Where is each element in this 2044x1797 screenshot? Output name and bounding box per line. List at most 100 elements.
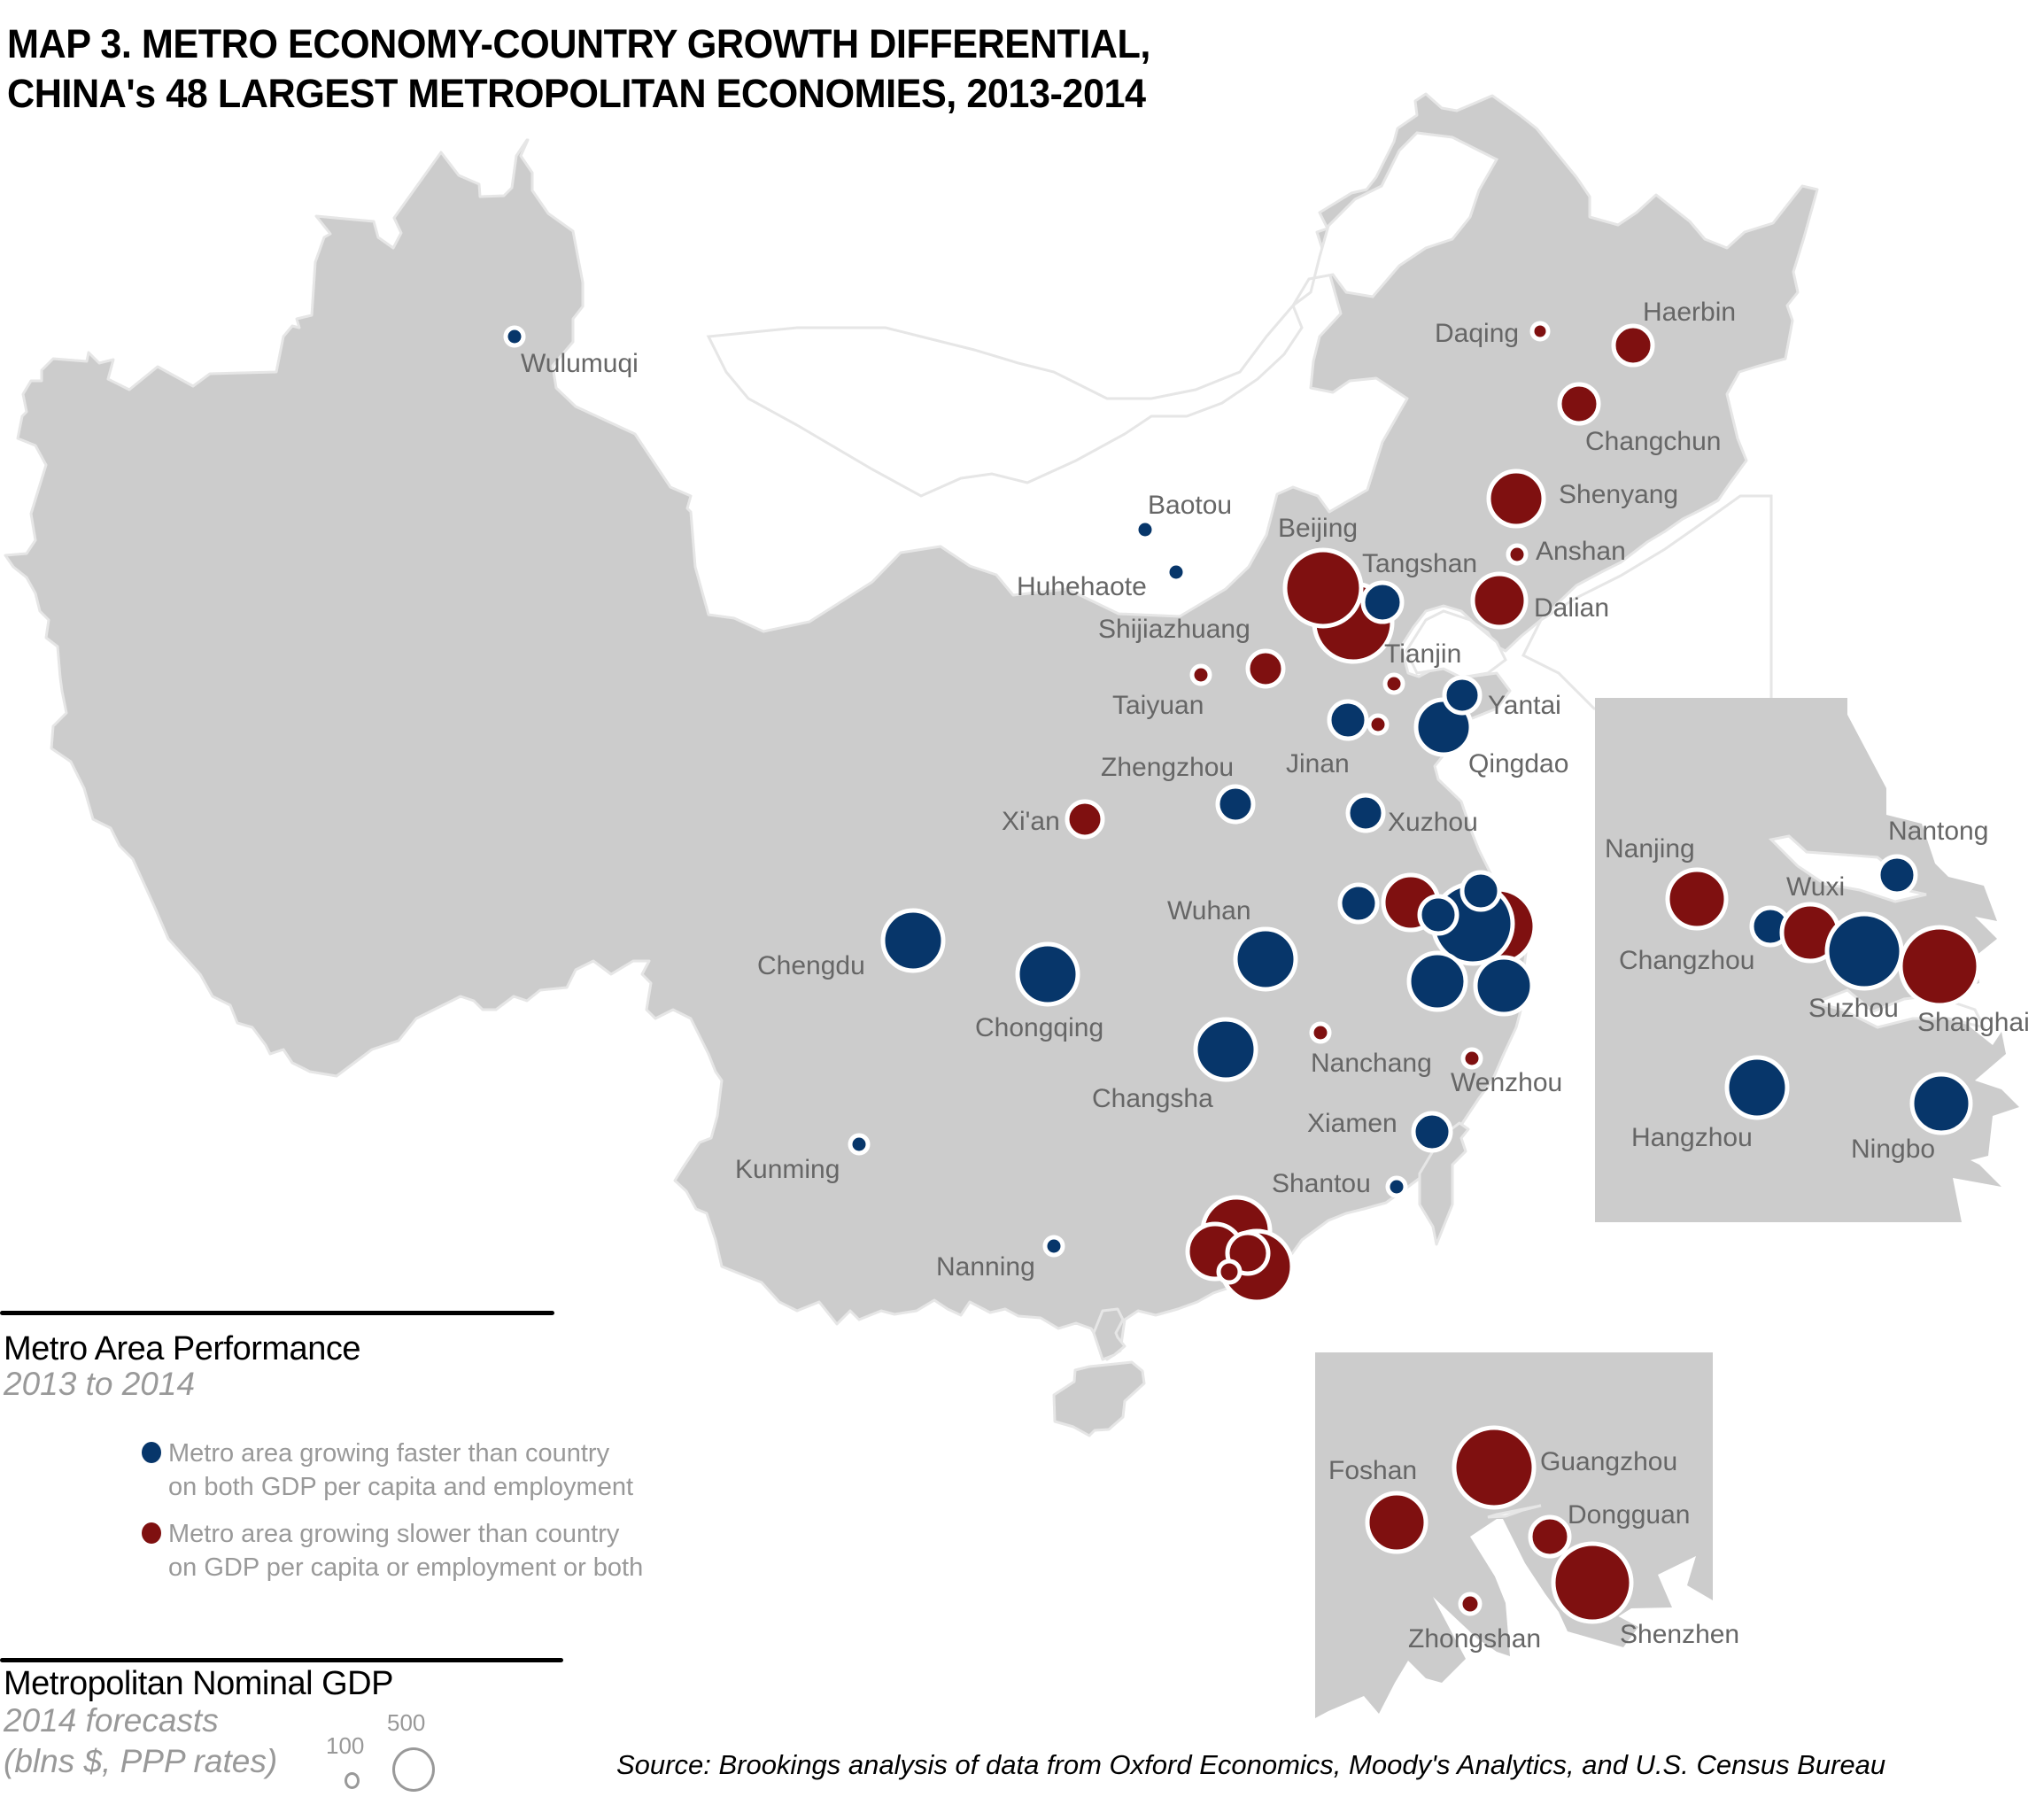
city-marker-daqing	[1529, 321, 1551, 342]
leizhou-peninsula	[1092, 1307, 1127, 1361]
inset-prd-city-marker-dongguan	[1528, 1514, 1572, 1559]
city-marker-beijing	[1282, 547, 1364, 629]
city-label-beijing: Beijing	[1278, 514, 1358, 543]
city-label-haerbin: Haerbin	[1643, 298, 1736, 327]
city-marker-xiamen	[1411, 1111, 1453, 1153]
size-circle-large-icon	[392, 1747, 435, 1792]
city-label-dalian: Dalian	[1534, 593, 1609, 623]
pearl-river	[1487, 1504, 1542, 1519]
inset-prd-city-label-foshan: Foshan	[1328, 1456, 1417, 1485]
inset-yrd-city-label-shanghai: Shanghai	[1917, 1008, 2030, 1037]
legend-item-faster: Metro area growing faster than country o…	[142, 1437, 633, 1504]
city-marker-anshan	[1506, 543, 1529, 566]
mongolia-cutout	[706, 131, 1499, 498]
city-label-nanning: Nanning	[936, 1252, 1035, 1282]
city-label-wuhan: Wuhan	[1167, 896, 1251, 926]
inset-yrd-city-label-suzhou: Suzhou	[1808, 994, 1899, 1023]
city-marker-nanning	[1042, 1235, 1065, 1258]
city-label-chongqing: Chongqing	[975, 1013, 1103, 1042]
title-line-2: CHINA's 48 LARGEST METROPOLITAN ECONOMIE…	[7, 71, 1146, 116]
city-marker-zhengzhou	[1215, 784, 1256, 825]
city-label-baotou: Baotou	[1148, 491, 1232, 520]
city-label-xiamen: Xiamen	[1307, 1109, 1398, 1138]
title-line-1: MAP 3. METRO ECONOMY-COUNTRY GROWTH DIFF…	[7, 21, 1150, 66]
city-marker-baotou	[1134, 518, 1157, 541]
inset-prd-city-marker-foshan	[1365, 1491, 1428, 1554]
city-marker-chongqing	[1015, 941, 1080, 1007]
legend-faster-line-1: Metro area growing faster than country	[168, 1439, 610, 1468]
city-marker-taiyuan	[1189, 663, 1212, 686]
city-marker-dalian	[1470, 571, 1529, 630]
inset-prd-city-label-zhongshan: Zhongshan	[1408, 1624, 1541, 1654]
city-label-xi-an: Xi'an	[1002, 807, 1060, 836]
blue-dot-icon	[142, 1442, 161, 1463]
inset-yrd-city-marker-nantong	[1876, 854, 1918, 896]
bohai-sea	[1405, 609, 1507, 679]
legend-slower-line-2: on GDP per capita or employment or both	[168, 1553, 644, 1582]
inset-prd-city-label-guangzhou: Guangzhou	[1540, 1447, 1677, 1476]
map-title: MAP 3. METRO ECONOMY-COUNTRY GROWTH DIFF…	[7, 19, 1150, 119]
inset-yrd-city-label-hangzhou: Hangzhou	[1631, 1123, 1753, 1152]
source-caption: Source: Brookings analysis of data from …	[616, 1749, 1886, 1780]
legend-item-slower: Metro area growing slower than country o…	[142, 1517, 643, 1584]
city-marker-wulumuqi	[503, 325, 526, 348]
city-marker-shijiazhuang	[1245, 648, 1286, 689]
city-label-nanchang: Nanchang	[1311, 1049, 1432, 1078]
city-label-qingdao: Qingdao	[1468, 749, 1568, 778]
city-marker-shenyang	[1486, 469, 1546, 529]
city-marker-wenzhou	[1460, 1047, 1483, 1070]
city-label-kunming: Kunming	[735, 1155, 840, 1184]
hainan-island	[1052, 1360, 1146, 1437]
city-label-daqing: Daqing	[1435, 319, 1519, 348]
city-marker-changsha	[1193, 1017, 1258, 1082]
main-yrd-city-marker-changzhou	[1337, 882, 1380, 925]
main-prd-city-marker-zhongshan	[1216, 1259, 1243, 1285]
legend-performance-subtitle: 2013 to 2014	[4, 1366, 196, 1402]
legend-gdp-subtitle-2: (blns $, PPP rates)	[4, 1743, 278, 1779]
legend-divider-top	[0, 1311, 554, 1315]
inset-pearl-river-delta	[1315, 1352, 1713, 1718]
city-marker-tangshan	[1360, 580, 1405, 624]
legend-divider-bottom	[0, 1658, 563, 1662]
city-marker-kunming	[848, 1133, 871, 1156]
inset-prd-city-label-shenzhen: Shenzhen	[1620, 1620, 1739, 1649]
city-label-zhengzhou: Zhengzhou	[1101, 753, 1234, 782]
legend-gdp-title: Metropolitan Nominal GDP	[4, 1665, 393, 1702]
city-label-huhehaote: Huhehaote	[1017, 572, 1147, 601]
inset-yrd-city-label-nanjing: Nanjing	[1605, 834, 1695, 864]
city-label-yantai: Yantai	[1488, 691, 1561, 720]
city-label-changchun: Changchun	[1585, 427, 1721, 456]
inset-yrd-city-marker-ningbo	[1909, 1072, 1973, 1135]
city-label-jinan: Jinan	[1286, 749, 1350, 778]
legend-gdp-subtitle-1: 2014 forecasts	[4, 1702, 219, 1739]
legend-faster-line-2: on both GDP per capita and employment	[168, 1473, 634, 1501]
city-label-tianjin: Tianjin	[1384, 639, 1461, 669]
main-yrd-city-marker-wuxi	[1417, 894, 1459, 936]
inset-yrd-city-marker-nanjing	[1665, 867, 1729, 931]
city-marker-huhehaote	[1165, 561, 1188, 584]
city-marker-shantou	[1385, 1175, 1408, 1198]
legend-performance-title: Metro Area Performance	[4, 1330, 360, 1367]
city-marker-wuhan	[1233, 926, 1298, 992]
city-label-wenzhou: Wenzhou	[1451, 1068, 1562, 1097]
city-marker-yantai	[1442, 675, 1483, 716]
city-marker-chengdu	[880, 908, 946, 973]
city-marker-xuzhou	[1345, 793, 1386, 833]
inset-yrd-city-marker-shanghai	[1898, 925, 1981, 1008]
legend-slower-line-1: Metro area growing slower than country	[168, 1520, 620, 1548]
red-dot-icon	[142, 1522, 161, 1544]
main-yrd-city-marker-nantong	[1459, 870, 1502, 912]
size-circle-small-icon	[345, 1772, 360, 1789]
inset-yrd-city-marker-hangzhou	[1724, 1055, 1790, 1120]
korea-area	[1521, 494, 1773, 710]
inset-prd-city-marker-zhongshan	[1458, 1592, 1483, 1616]
inset-yrd-city-label-ningbo: Ningbo	[1851, 1135, 1935, 1164]
size-label-500: 500	[387, 1709, 426, 1736]
city-marker-xi-an	[1065, 799, 1105, 840]
city-label-shenyang: Shenyang	[1559, 480, 1678, 509]
inset-yrd-city-label-nantong: Nantong	[1888, 817, 1988, 846]
city-marker-jinan-neighbor	[1367, 713, 1390, 736]
city-label-xuzhou: Xuzhou	[1388, 808, 1478, 837]
city-marker-jinan	[1327, 699, 1369, 741]
